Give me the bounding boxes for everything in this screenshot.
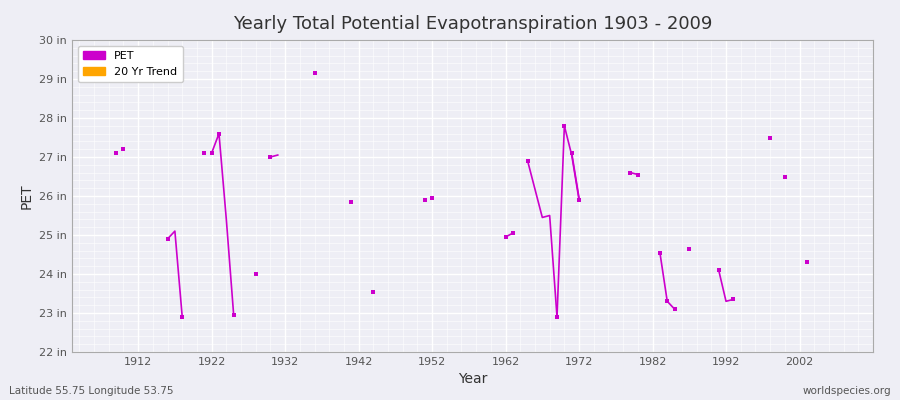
Title: Yearly Total Potential Evapotranspiration 1903 - 2009: Yearly Total Potential Evapotranspiratio… (233, 15, 712, 33)
Text: Latitude 55.75 Longitude 53.75: Latitude 55.75 Longitude 53.75 (9, 386, 174, 396)
Text: worldspecies.org: worldspecies.org (803, 386, 891, 396)
Legend: PET, 20 Yr Trend: PET, 20 Yr Trend (77, 46, 183, 82)
Y-axis label: PET: PET (20, 183, 33, 209)
X-axis label: Year: Year (458, 372, 487, 386)
